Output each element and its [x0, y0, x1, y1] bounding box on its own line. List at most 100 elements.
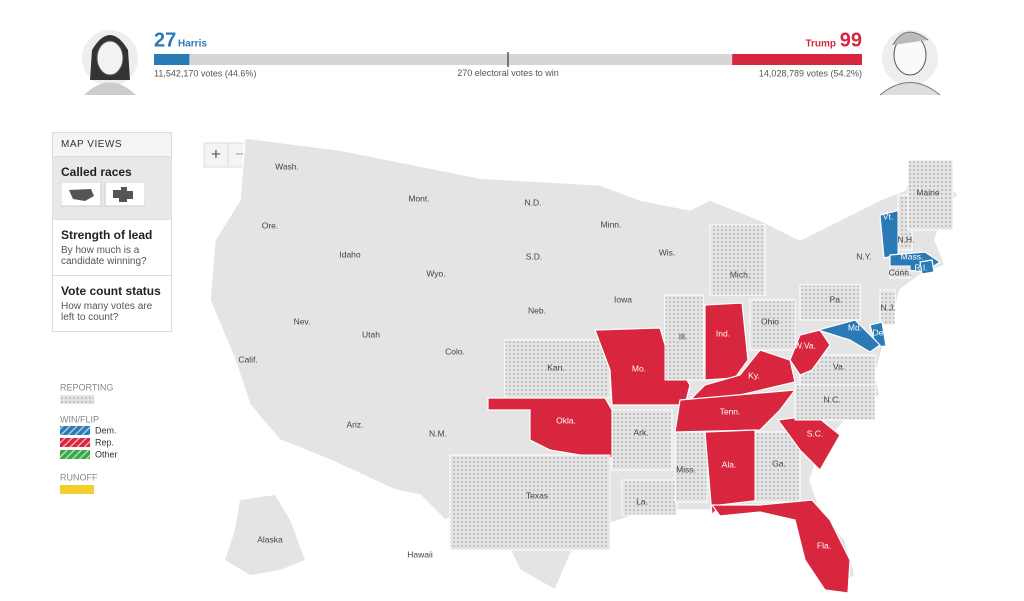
state-label[interactable]: Tenn. [720, 406, 741, 416]
state-label[interactable]: Kan. [547, 362, 565, 372]
state-shape[interactable] [789, 329, 831, 376]
view-option[interactable]: Called races [53, 157, 171, 220]
state-label[interactable]: Ind. [716, 328, 730, 338]
view-option[interactable]: Vote count status How many votes are lef… [53, 276, 171, 331]
state-label[interactable]: La. [636, 496, 648, 506]
zoom-in[interactable]: + [211, 144, 221, 163]
state-label[interactable]: Ill. [679, 331, 688, 341]
state-label[interactable]: Minn. [601, 219, 622, 229]
trump-bar [732, 54, 862, 65]
state-label[interactable]: Miss. [676, 464, 696, 474]
legend: REPORTING WIN/FLIP Dem. Rep. Other RUNOFF [60, 382, 118, 494]
state-label[interactable]: Wash. [275, 161, 299, 171]
state-shape[interactable] [907, 159, 954, 231]
state-shape[interactable] [710, 499, 851, 594]
state-label[interactable]: Va. [833, 361, 845, 371]
state-label[interactable]: Hawaii [407, 549, 433, 559]
state-label[interactable]: Mo. [632, 363, 646, 373]
state-label[interactable]: Utah [362, 329, 380, 339]
state-label[interactable]: N.D. [525, 197, 542, 207]
state-label[interactable]: N.H. [898, 234, 915, 244]
view-option[interactable]: Strength of lead By how much is a candid… [53, 220, 171, 276]
state-label[interactable]: Ark. [633, 427, 648, 437]
legend-label: Other [95, 449, 118, 459]
view-label[interactable]: Called races [61, 165, 132, 179]
state-label[interactable]: Nev. [294, 316, 311, 326]
state-shape[interactable] [449, 454, 611, 551]
legend-heading: RUNOFF [60, 472, 98, 482]
state-shape[interactable] [704, 429, 763, 517]
state-shape[interactable] [794, 384, 876, 421]
state-shape[interactable] [664, 294, 704, 381]
state-label[interactable]: Ala. [722, 459, 737, 469]
state-label[interactable]: Ky. [748, 370, 760, 380]
state-shape[interactable] [879, 289, 896, 326]
state-shape[interactable] [919, 259, 935, 275]
state-label[interactable]: Mont. [408, 193, 429, 203]
state-shape[interactable] [504, 339, 611, 399]
legend-swatch [60, 485, 94, 494]
view-label[interactable]: Strength of lead [61, 228, 153, 242]
state-shape[interactable] [674, 389, 797, 433]
states: Wash. Ore. Calif. Nev. Idaho Mont. Wyo. Utah Ari… [238, 159, 954, 594]
zoom-out[interactable]: − [235, 144, 245, 163]
state-label[interactable]: R.I. [914, 262, 927, 272]
state-label[interactable]: Del. [872, 327, 887, 337]
state-label[interactable]: Ga. [772, 458, 786, 468]
state-label[interactable]: S.C. [807, 428, 824, 438]
state-label[interactable]: Calif. [238, 354, 257, 364]
state-label[interactable]: Neb. [528, 305, 546, 315]
trump-votes: 14,028,789 votes (54.2%) [759, 68, 862, 78]
state-shape[interactable] [611, 409, 673, 471]
to-win-text: electoral votes to win [475, 68, 559, 78]
state-label[interactable]: Wyo. [426, 268, 445, 278]
state-label[interactable]: Ariz. [347, 419, 364, 429]
state-label[interactable]: N.C. [824, 394, 841, 404]
state-label[interactable]: Mass. [901, 251, 924, 261]
state-label[interactable]: Maine [916, 187, 939, 197]
view-description: By how much is a candidate winning? [61, 245, 147, 267]
harris-votes: 11,542,170 votes (44.6%) [154, 68, 256, 78]
state-label[interactable]: N.J. [880, 302, 895, 312]
state-label[interactable]: Conn. [889, 267, 912, 277]
state-label[interactable]: Colo. [445, 346, 465, 356]
state-shape[interactable] [709, 224, 766, 296]
state-label[interactable]: Md. [848, 322, 862, 332]
state-shape[interactable] [704, 302, 749, 381]
state-label[interactable]: Wis. [659, 247, 676, 257]
state-shape[interactable] [815, 319, 881, 353]
state-label[interactable]: N.M. [429, 428, 447, 438]
state-label[interactable]: S.D. [526, 251, 543, 261]
view-label[interactable]: Vote count status [61, 284, 161, 298]
state-shape[interactable] [749, 299, 796, 351]
state-label[interactable]: Vt. [883, 211, 893, 221]
state-label[interactable]: Mich. [730, 269, 750, 279]
view-icons[interactable] [60, 181, 146, 208]
harris-bar [154, 54, 190, 65]
state-shape[interactable] [487, 397, 613, 459]
state-label[interactable]: Iowa [614, 294, 632, 304]
legend-swatch [60, 438, 90, 447]
legend-heading: WIN/FLIP [60, 414, 99, 424]
legend-label: Dem. [95, 425, 117, 435]
state-shape[interactable] [621, 479, 678, 516]
state-label[interactable]: Pa. [830, 294, 843, 304]
state-label[interactable]: W.Va. [794, 340, 816, 350]
state-shape[interactable] [889, 265, 911, 279]
state-label[interactable]: Ohio [761, 316, 779, 326]
state-label[interactable]: Fla. [817, 540, 831, 550]
state-shape[interactable] [674, 431, 708, 503]
state-shape[interactable] [799, 284, 861, 321]
state-label[interactable]: N.Y. [856, 251, 871, 261]
state-label[interactable]: Ore. [262, 220, 279, 230]
state-shape[interactable] [754, 431, 801, 503]
state-label[interactable]: Idaho [339, 249, 361, 259]
alaska-land [225, 495, 305, 575]
state-label[interactable]: Texas [526, 490, 548, 500]
trump-portrait [879, 30, 941, 96]
state-label[interactable]: Okla. [556, 415, 576, 425]
state-label[interactable]: Alaska [257, 534, 283, 544]
trump-name: Trump [805, 39, 836, 50]
